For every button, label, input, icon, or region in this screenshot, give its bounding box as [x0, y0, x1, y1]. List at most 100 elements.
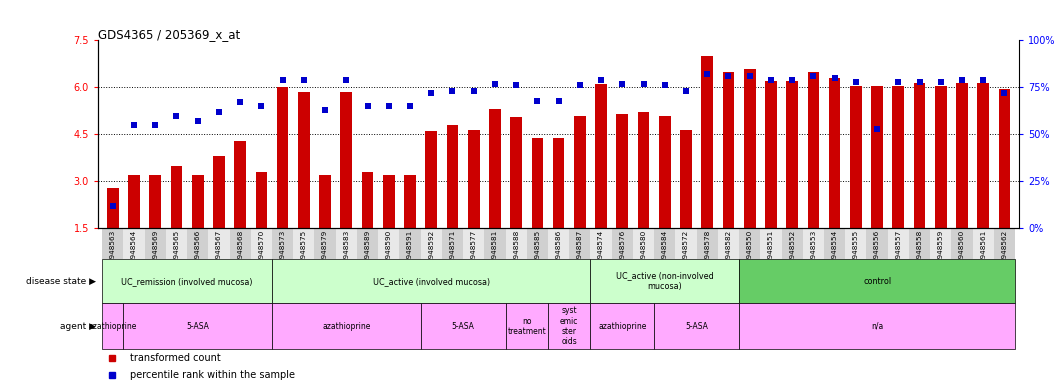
- Text: transformed count: transformed count: [130, 353, 221, 363]
- Bar: [298, 92, 310, 228]
- Point: [296, 77, 313, 83]
- Bar: [697, 40, 718, 228]
- Bar: [166, 40, 187, 228]
- Bar: [591, 40, 612, 228]
- Bar: [591, 259, 739, 303]
- Bar: [213, 156, 225, 228]
- Point: [635, 81, 652, 87]
- Bar: [824, 40, 845, 228]
- Point: [189, 118, 206, 124]
- Point: [529, 98, 546, 104]
- Point: [571, 83, 588, 89]
- Bar: [893, 86, 904, 228]
- Bar: [676, 40, 697, 228]
- Point: [465, 88, 482, 94]
- Point: [275, 77, 292, 83]
- Bar: [595, 84, 606, 228]
- Bar: [633, 40, 654, 228]
- Bar: [505, 303, 548, 349]
- Point: [508, 83, 525, 89]
- Text: 5-ASA: 5-ASA: [685, 322, 708, 331]
- Point: [550, 98, 567, 104]
- Point: [953, 77, 970, 83]
- Text: n/a: n/a: [871, 322, 883, 331]
- Point: [253, 103, 270, 109]
- Bar: [230, 40, 251, 228]
- Point: [868, 126, 885, 132]
- Bar: [680, 130, 692, 228]
- Bar: [251, 40, 272, 228]
- Bar: [930, 40, 951, 228]
- Bar: [978, 83, 990, 228]
- Text: no
treatment: no treatment: [508, 317, 546, 336]
- Bar: [511, 117, 522, 228]
- Bar: [489, 109, 501, 228]
- Bar: [553, 137, 564, 228]
- Bar: [548, 303, 591, 349]
- Bar: [420, 40, 442, 228]
- Point: [211, 109, 228, 115]
- Bar: [871, 86, 883, 228]
- Bar: [591, 303, 654, 349]
- Bar: [272, 40, 294, 228]
- Bar: [505, 40, 527, 228]
- Text: syst
emic
ster
oids: syst emic ster oids: [560, 306, 579, 346]
- Point: [486, 81, 503, 87]
- Bar: [782, 40, 802, 228]
- Point: [444, 88, 461, 94]
- Bar: [532, 137, 544, 228]
- Bar: [829, 78, 841, 228]
- Bar: [548, 40, 569, 228]
- Bar: [722, 72, 734, 228]
- Bar: [935, 86, 947, 228]
- Bar: [234, 141, 246, 228]
- Point: [996, 90, 1013, 96]
- Text: UC_active (non-involved
mucosa): UC_active (non-involved mucosa): [616, 271, 714, 291]
- Bar: [718, 40, 739, 228]
- Point: [232, 99, 249, 106]
- Text: control: control: [863, 277, 892, 286]
- Bar: [315, 40, 335, 228]
- Bar: [637, 113, 649, 228]
- Bar: [909, 40, 930, 228]
- Point: [911, 79, 928, 85]
- Bar: [123, 40, 145, 228]
- Bar: [272, 303, 420, 349]
- Bar: [957, 83, 968, 228]
- Text: UC_active (involved mucosa): UC_active (involved mucosa): [372, 277, 489, 286]
- Bar: [335, 40, 356, 228]
- Bar: [102, 259, 272, 303]
- Bar: [426, 131, 437, 228]
- Bar: [468, 130, 480, 228]
- Bar: [170, 166, 182, 228]
- Text: azathioprine: azathioprine: [88, 322, 137, 331]
- Point: [742, 73, 759, 79]
- Point: [932, 79, 949, 85]
- Point: [699, 71, 716, 77]
- Bar: [294, 40, 315, 228]
- Bar: [994, 40, 1015, 228]
- Point: [380, 103, 397, 109]
- Text: azathioprine: azathioprine: [322, 322, 370, 331]
- Bar: [383, 175, 395, 228]
- Point: [147, 122, 164, 128]
- Point: [847, 79, 864, 85]
- Bar: [808, 72, 819, 228]
- Bar: [972, 40, 994, 228]
- Bar: [573, 116, 585, 228]
- Point: [763, 77, 780, 83]
- Bar: [192, 175, 203, 228]
- Bar: [999, 89, 1011, 228]
- Bar: [128, 175, 139, 228]
- Bar: [659, 116, 670, 228]
- Point: [656, 83, 674, 89]
- Bar: [356, 40, 378, 228]
- Bar: [399, 40, 420, 228]
- Bar: [123, 303, 272, 349]
- Bar: [654, 40, 676, 228]
- Bar: [765, 81, 777, 228]
- Text: disease state ▶: disease state ▶: [26, 277, 96, 286]
- Bar: [616, 114, 628, 228]
- Bar: [612, 40, 633, 228]
- Point: [804, 73, 821, 79]
